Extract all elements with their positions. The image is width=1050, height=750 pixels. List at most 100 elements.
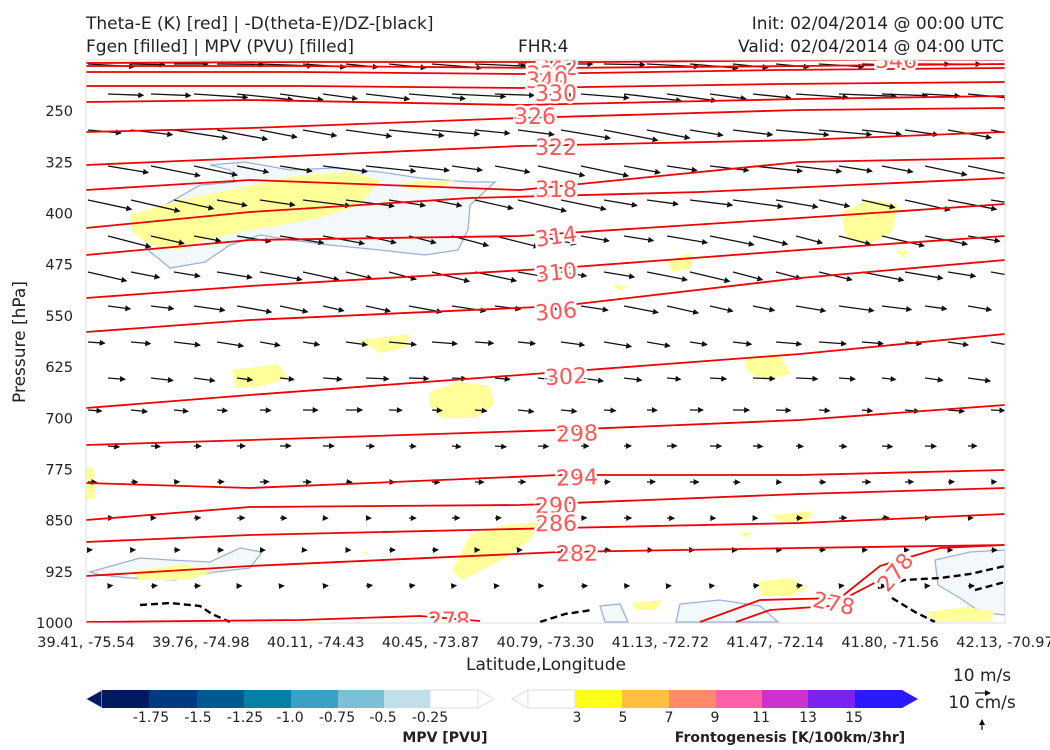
- fgen-colorbar-label: Frontogenesis [K/100km/3hr]: [675, 730, 905, 746]
- theta-e-label: 294: [556, 465, 599, 491]
- wind-vector: [666, 375, 682, 382]
- x-tick-label: 41.47, -72.14: [727, 635, 824, 651]
- fgen-tick-label: 3: [573, 710, 582, 726]
- wind-vector: [431, 407, 443, 414]
- wind-vector: [87, 339, 106, 346]
- wind-vector: [408, 165, 451, 173]
- wind-vector: [107, 235, 152, 249]
- wind-vector: [689, 340, 708, 347]
- wind-vector: [666, 165, 698, 173]
- wind-vector: [924, 92, 961, 99]
- wind-vector: [709, 93, 747, 102]
- wind-vector: [451, 165, 484, 173]
- wind-vector: [732, 271, 764, 282]
- wind-vector: [216, 407, 229, 414]
- wind-vector: [365, 305, 392, 314]
- wind-vector: [967, 235, 1001, 244]
- wind-vector: [365, 582, 374, 589]
- wind-vector: [967, 377, 992, 384]
- mpv-tick-label: -0.75: [319, 710, 355, 726]
- wind-vector: [646, 129, 691, 141]
- wind-vector: [947, 271, 977, 279]
- wind-vector: [494, 235, 540, 249]
- wind-vector: [623, 305, 659, 315]
- vector-reference: 10 m/s 10 cm/s: [948, 666, 1016, 730]
- wind-vector: [881, 305, 913, 312]
- wind-vector: [838, 93, 897, 100]
- theta-e-contour: [86, 513, 1005, 543]
- wind-vector: [193, 235, 222, 244]
- wind-vector: [947, 341, 970, 348]
- wind-vector: [322, 305, 345, 313]
- wind-vector: [322, 375, 343, 382]
- wind-vector: [537, 92, 575, 99]
- wind-vector: [947, 407, 966, 414]
- wind-vector: [603, 129, 659, 143]
- wind-vector: [775, 129, 830, 138]
- fgen-tick-label: 15: [845, 710, 863, 726]
- wind-vector: [130, 340, 152, 347]
- wind-vector: [150, 305, 175, 312]
- y-tick-label: 250: [45, 104, 73, 120]
- wind-vector: [861, 199, 896, 210]
- wind-vector: [818, 199, 851, 209]
- mpv-tick-label: -0.5: [369, 710, 396, 726]
- wind-vector: [752, 93, 792, 101]
- wind-vector: [623, 93, 683, 104]
- stability-contours: [139, 564, 1005, 623]
- wind-vector: [967, 305, 993, 313]
- theta-e-contour: [86, 203, 1005, 256]
- y-tick-label: 400: [45, 207, 73, 223]
- y-tick-label: 1000: [36, 616, 73, 632]
- wind-vector: [431, 340, 459, 347]
- wind-vector: [560, 199, 607, 212]
- x-tick-label: 41.80, -71.56: [841, 635, 938, 651]
- wind-vector: [517, 129, 555, 138]
- wind-vector: [451, 443, 462, 450]
- mpv-tick-label: -1.5: [184, 710, 211, 726]
- mpv-colorbar: [84, 689, 496, 709]
- wind-vector: [795, 582, 804, 589]
- y-tick-label: 775: [45, 462, 73, 478]
- wind-vector: [216, 199, 248, 208]
- wind-vector: [474, 339, 495, 346]
- theta-e-label: 340: [526, 69, 568, 94]
- wind-vector: [904, 271, 944, 281]
- theta-e-label: 326: [514, 105, 556, 130]
- wind-vector: [408, 582, 416, 589]
- wind-vector: [173, 341, 201, 348]
- wind-vector: [474, 407, 488, 414]
- wind-vector: [752, 235, 789, 247]
- theta-e-contour: [86, 177, 1005, 229]
- theta-e-label: 278: [428, 609, 470, 634]
- x-axis-label: Latitude,Longitude: [466, 655, 626, 675]
- wind-vector: [947, 199, 998, 212]
- wind-vector: [881, 92, 929, 99]
- theta-e-label: 286: [535, 512, 577, 538]
- wind-vector: [130, 408, 149, 415]
- fgen-colorbar-ticks: 3 5 7 9 11 13 15: [573, 710, 863, 726]
- theta-e-label: 322: [535, 136, 577, 161]
- wind-vector: [107, 305, 132, 312]
- wind-vector: [689, 199, 734, 208]
- wind-vector: [279, 305, 309, 314]
- wind-vector: [322, 235, 366, 246]
- wind-vector: [580, 305, 609, 313]
- wind-vector: [494, 443, 508, 450]
- wind-vector: [838, 305, 875, 314]
- wind-vector: [302, 129, 338, 138]
- theta-e-contour: [86, 544, 1005, 577]
- wind-vector: [689, 271, 731, 284]
- wind-vector: [322, 165, 368, 174]
- wind-vector: [87, 407, 103, 414]
- wind-vector: [732, 199, 784, 210]
- wind-vector: [107, 92, 145, 99]
- wind-vector: [365, 235, 397, 245]
- wind-vector: [775, 271, 802, 281]
- y-tick-label: 700: [45, 411, 73, 427]
- wind-vector: [537, 376, 560, 383]
- wind-vector: [279, 375, 295, 382]
- theta-e-contour: [86, 469, 1005, 489]
- wind-vector: [881, 443, 894, 450]
